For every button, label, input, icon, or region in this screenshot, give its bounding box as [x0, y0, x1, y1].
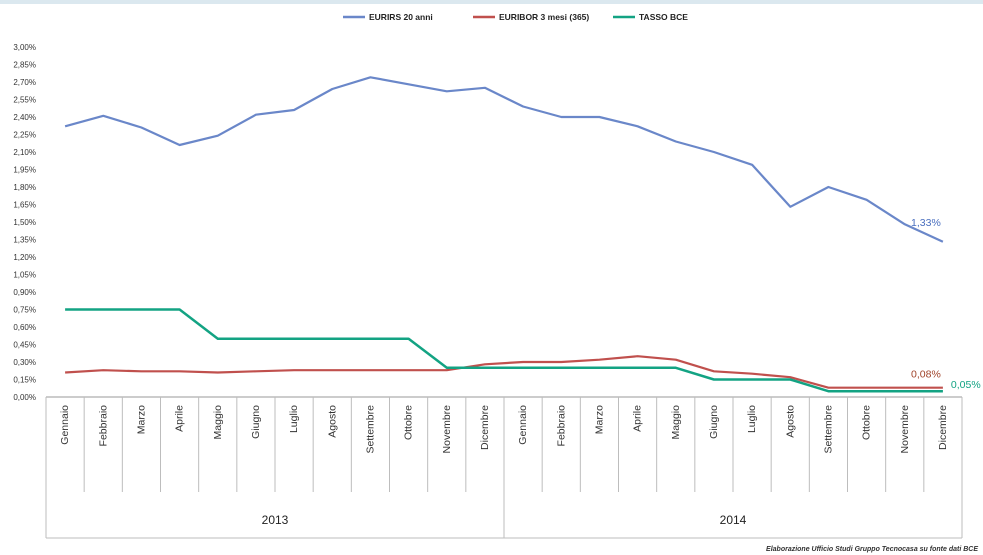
y-tick-label: 1,80% — [13, 183, 36, 192]
y-tick-label: 2,70% — [13, 78, 36, 87]
x-tick-label: Ottobre — [403, 405, 415, 440]
y-tick-label: 0,90% — [13, 288, 36, 297]
y-tick-label: 0,60% — [13, 323, 36, 332]
y-tick-label: 1,05% — [13, 271, 36, 280]
x-tick-label: Ottobre — [861, 405, 873, 440]
x-tick-label: Novembre — [899, 405, 911, 454]
x-tick-label: Gennaio — [59, 405, 71, 445]
x-tick-label: Luglio — [288, 405, 300, 433]
y-tick-label: 0,15% — [13, 376, 36, 385]
x-tick-label: Luglio — [746, 405, 758, 433]
x-tick-label: Dicembre — [479, 405, 491, 450]
x-tick-label: Dicembre — [937, 405, 949, 450]
x-tick-label: Novembre — [441, 405, 453, 454]
y-tick-label: 2,85% — [13, 61, 36, 70]
y-tick-label: 1,50% — [13, 218, 36, 227]
legend-label: EURIRS 20 anni — [369, 12, 433, 22]
y-tick-label: 1,35% — [13, 236, 36, 245]
x-tick-label: Giugno — [250, 405, 262, 439]
x-tick-label: Marzo — [593, 405, 605, 434]
x-tick-label: Febbraio — [97, 405, 109, 447]
y-tick-label: 2,40% — [13, 113, 36, 122]
x-tick-label: Maggio — [670, 405, 682, 440]
x-tick-label: Marzo — [135, 405, 147, 434]
x-tick-label: Aprile — [632, 405, 644, 432]
series-line — [65, 355, 943, 389]
x-tick-label: Settembre — [364, 405, 376, 454]
y-tick-label: 0,45% — [13, 341, 36, 350]
source-note: Elaborazione Ufficio Studi Gruppo Tecnoc… — [766, 546, 978, 553]
x-tick-label: Maggio — [212, 405, 224, 440]
y-tick-label: 2,25% — [13, 131, 36, 140]
legend-label: EURIBOR 3 mesi (365) — [499, 12, 589, 22]
x-tick-label: Settembre — [822, 405, 834, 454]
y-tick-label: 1,95% — [13, 166, 36, 175]
data-label: 0,08% — [911, 369, 941, 381]
y-tick-label: 0,00% — [13, 393, 36, 402]
y-tick-label: 1,65% — [13, 201, 36, 210]
x-tick-label: Gennaio — [517, 405, 529, 445]
x-tick-label: Aprile — [174, 405, 186, 432]
y-tick-label: 2,55% — [13, 96, 36, 105]
y-tick-label: 1,20% — [13, 253, 36, 262]
series-line — [65, 308, 943, 393]
y-tick-label: 0,75% — [13, 306, 36, 315]
y-tick-label: 3,00% — [13, 43, 36, 52]
y-tick-label: 2,10% — [13, 148, 36, 157]
data-label: 0,05% — [951, 379, 981, 391]
legend-label: TASSO BCE — [639, 12, 688, 22]
year-label: 2014 — [720, 513, 747, 527]
y-tick-label: 0,30% — [13, 358, 36, 367]
x-tick-label: Febbraio — [555, 405, 567, 447]
year-label: 2013 — [262, 513, 289, 527]
x-tick-label: Giugno — [708, 405, 720, 439]
x-tick-label: Agosto — [784, 405, 796, 438]
series-line — [64, 76, 944, 243]
x-tick-label: Agosto — [326, 405, 338, 438]
data-label: 1,33% — [911, 217, 941, 229]
